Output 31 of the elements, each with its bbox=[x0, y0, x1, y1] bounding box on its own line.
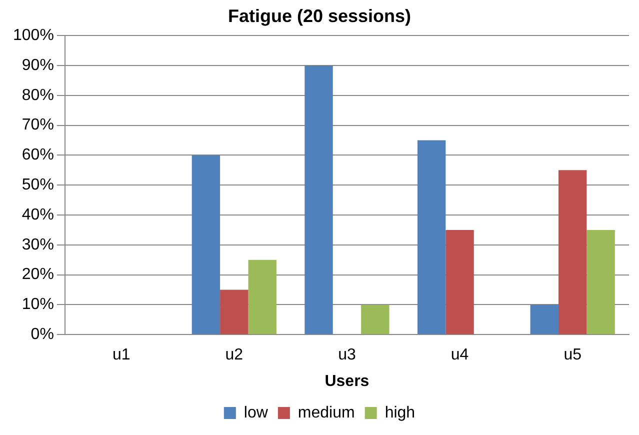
legend-label: high bbox=[384, 404, 416, 422]
bar bbox=[220, 290, 248, 334]
y-tick-label: 20% bbox=[22, 266, 54, 284]
bar bbox=[361, 304, 390, 334]
y-tick-label: 100% bbox=[13, 27, 54, 44]
bar bbox=[446, 230, 474, 334]
y-tick-label: 90% bbox=[22, 56, 54, 74]
bar bbox=[530, 304, 558, 334]
x-tick-label: u3 bbox=[338, 346, 356, 364]
bar bbox=[192, 155, 220, 334]
x-tick-label: u1 bbox=[112, 346, 130, 364]
y-tick-label: 40% bbox=[22, 206, 54, 224]
y-tick-label: 80% bbox=[22, 86, 54, 104]
y-tick-label: 60% bbox=[22, 146, 54, 164]
x-axis-title: Users bbox=[324, 372, 370, 390]
bar bbox=[417, 140, 446, 334]
bar bbox=[304, 66, 333, 334]
x-tick-label: u2 bbox=[225, 346, 244, 364]
y-tick-label: 50% bbox=[22, 176, 54, 194]
chart-title: Fatigue (20 sessions) bbox=[228, 6, 412, 26]
y-tick-label: 0% bbox=[30, 326, 54, 344]
y-tick-label: 10% bbox=[22, 296, 54, 314]
x-tick-label: u4 bbox=[450, 346, 469, 364]
legend-label: medium bbox=[298, 404, 355, 422]
bar bbox=[586, 230, 615, 334]
y-tick-label: 30% bbox=[22, 236, 54, 254]
bar bbox=[248, 260, 276, 334]
y-tick-label: 70% bbox=[22, 116, 54, 134]
bar bbox=[558, 170, 587, 334]
x-tick-label: u5 bbox=[564, 346, 582, 364]
legend-label: low bbox=[244, 404, 268, 422]
